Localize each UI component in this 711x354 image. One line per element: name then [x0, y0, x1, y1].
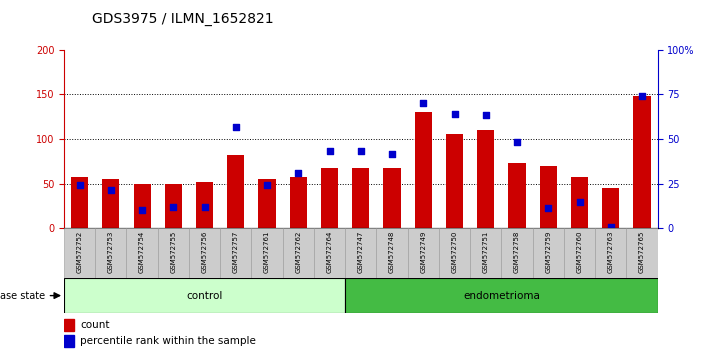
FancyBboxPatch shape	[64, 228, 95, 278]
Point	[230, 125, 242, 130]
Text: GSM572751: GSM572751	[483, 231, 489, 273]
Point	[417, 101, 429, 106]
FancyBboxPatch shape	[95, 228, 127, 278]
Bar	[477, 130, 494, 228]
Point	[605, 224, 616, 229]
Bar	[321, 167, 338, 228]
FancyBboxPatch shape	[564, 228, 595, 278]
Text: GSM572761: GSM572761	[264, 231, 270, 273]
FancyBboxPatch shape	[283, 228, 314, 278]
FancyBboxPatch shape	[439, 228, 470, 278]
Point	[386, 151, 397, 157]
Text: percentile rank within the sample: percentile rank within the sample	[80, 336, 256, 346]
Text: count: count	[80, 320, 109, 330]
Point	[511, 139, 523, 144]
FancyBboxPatch shape	[252, 228, 283, 278]
Bar	[602, 188, 619, 228]
Bar	[290, 177, 307, 228]
Point	[105, 187, 117, 193]
Bar	[196, 182, 213, 228]
Bar	[134, 184, 151, 228]
FancyBboxPatch shape	[376, 228, 407, 278]
FancyBboxPatch shape	[158, 228, 189, 278]
Text: GSM572754: GSM572754	[139, 231, 145, 273]
FancyBboxPatch shape	[346, 228, 376, 278]
Text: GDS3975 / ILMN_1652821: GDS3975 / ILMN_1652821	[92, 12, 274, 27]
Text: GSM572756: GSM572756	[202, 231, 208, 273]
Text: GSM572765: GSM572765	[639, 231, 645, 273]
Text: GSM572753: GSM572753	[108, 231, 114, 273]
FancyBboxPatch shape	[64, 278, 346, 313]
Text: disease state: disease state	[0, 291, 60, 301]
Text: GSM572747: GSM572747	[358, 231, 364, 273]
Text: GSM572750: GSM572750	[451, 231, 458, 273]
Point	[449, 111, 460, 117]
FancyBboxPatch shape	[189, 228, 220, 278]
FancyBboxPatch shape	[595, 228, 626, 278]
FancyBboxPatch shape	[407, 228, 439, 278]
Text: GSM572749: GSM572749	[420, 231, 427, 273]
Bar	[64, 335, 74, 347]
Bar	[259, 179, 276, 228]
Bar	[540, 166, 557, 228]
Text: GSM572758: GSM572758	[514, 231, 520, 273]
Bar	[71, 177, 88, 228]
Bar	[571, 177, 588, 228]
Bar	[508, 163, 525, 228]
Bar	[352, 167, 370, 228]
Text: GSM572752: GSM572752	[77, 231, 82, 273]
Point	[542, 205, 554, 211]
Bar	[634, 96, 651, 228]
FancyBboxPatch shape	[626, 228, 658, 278]
FancyBboxPatch shape	[220, 228, 252, 278]
Text: control: control	[186, 291, 223, 301]
FancyBboxPatch shape	[346, 278, 658, 313]
Bar	[64, 319, 74, 331]
Bar	[102, 179, 119, 228]
Point	[574, 199, 585, 204]
Bar	[415, 112, 432, 228]
Point	[262, 183, 273, 188]
Point	[293, 170, 304, 176]
FancyBboxPatch shape	[314, 228, 346, 278]
Point	[636, 93, 648, 99]
Point	[168, 204, 179, 210]
Bar	[383, 167, 401, 228]
Point	[480, 112, 491, 118]
Bar	[446, 135, 463, 228]
FancyBboxPatch shape	[127, 228, 158, 278]
Text: GSM572764: GSM572764	[326, 231, 333, 273]
Text: endometrioma: endometrioma	[463, 291, 540, 301]
Text: GSM572762: GSM572762	[295, 231, 301, 273]
Point	[355, 148, 367, 153]
Text: GSM572760: GSM572760	[577, 231, 582, 273]
Text: GSM572763: GSM572763	[608, 231, 614, 273]
Text: GSM572759: GSM572759	[545, 231, 551, 273]
FancyBboxPatch shape	[501, 228, 533, 278]
Point	[199, 204, 210, 210]
Text: GSM572755: GSM572755	[171, 231, 176, 273]
Text: GSM572757: GSM572757	[232, 231, 239, 273]
FancyBboxPatch shape	[470, 228, 501, 278]
Text: GSM572748: GSM572748	[389, 231, 395, 273]
Point	[74, 183, 85, 188]
Point	[137, 207, 148, 213]
FancyBboxPatch shape	[533, 228, 564, 278]
Point	[324, 148, 336, 153]
Bar	[165, 184, 182, 228]
Bar	[228, 155, 245, 228]
